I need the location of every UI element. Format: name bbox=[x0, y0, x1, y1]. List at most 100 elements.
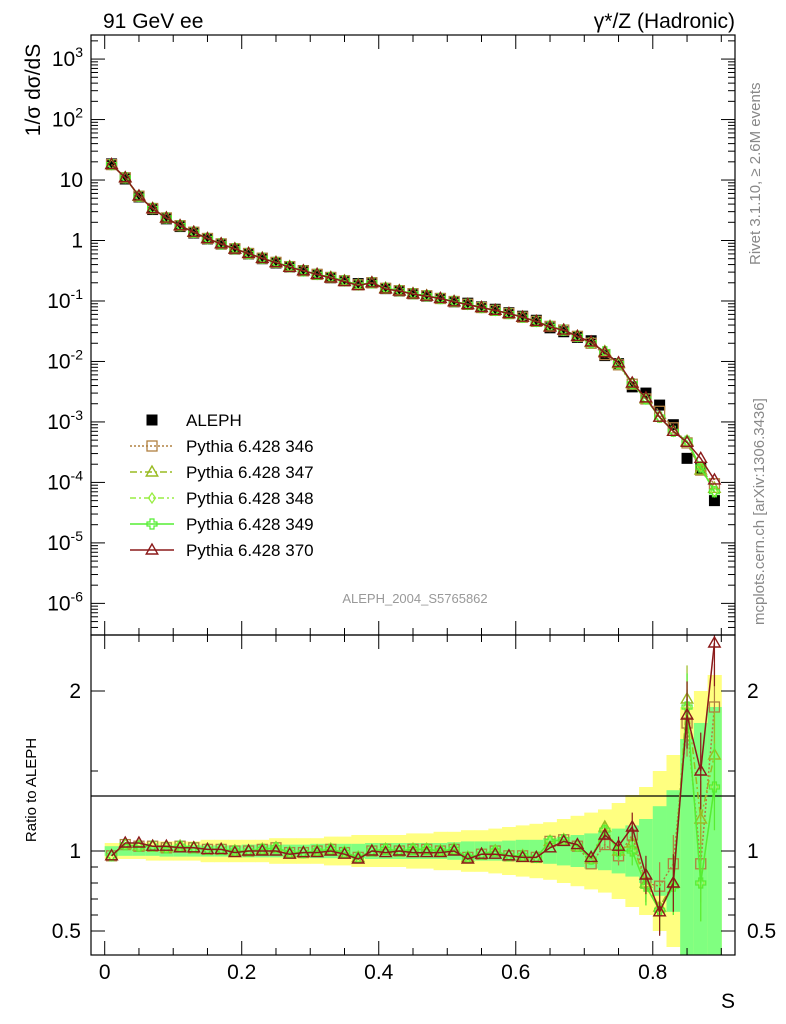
ratio-series-point bbox=[695, 877, 707, 889]
x-tick-label: 0.4 bbox=[364, 961, 394, 984]
ratio-series-point bbox=[407, 843, 419, 855]
ratio-series-point bbox=[118, 835, 133, 848]
mc-series-point bbox=[584, 334, 599, 347]
ratio-panel: 0.5 0.51 12 2 0 0.2 0.4 0.6 0.8 Ratio to ALEPH … bbox=[23, 634, 776, 1013]
mc-series-point bbox=[173, 218, 188, 231]
ratio-series-point bbox=[421, 843, 433, 855]
mc-series-point bbox=[351, 278, 366, 291]
y-tick-label: 10-2 bbox=[47, 346, 83, 373]
mc-series-point bbox=[447, 294, 462, 307]
mc-series-point bbox=[419, 288, 434, 301]
mc-series-point bbox=[695, 461, 707, 473]
ratio-series-point bbox=[597, 827, 612, 840]
mc-series-line bbox=[111, 164, 716, 481]
y-tick-label: 10-3 bbox=[47, 407, 83, 434]
ratio-series-point bbox=[270, 842, 282, 854]
mc-series-point bbox=[269, 255, 283, 268]
ratio-series-point bbox=[474, 846, 489, 859]
legend: ALEPH Pythia 6.428 346 Pythia 6.428 347 Pyt… bbox=[130, 411, 314, 560]
mc-series-point bbox=[666, 423, 681, 437]
y-tick-label: 1 bbox=[71, 230, 83, 253]
mc-series-point bbox=[556, 322, 571, 335]
ratio-uncertainty-bands bbox=[104, 675, 722, 955]
ratio-series-point bbox=[419, 845, 434, 858]
legend-marker bbox=[145, 542, 159, 555]
y-tick-label: 10-1 bbox=[47, 286, 83, 313]
mc-series-point bbox=[515, 309, 530, 322]
ratio-series-point bbox=[214, 841, 229, 855]
ratio-series-point bbox=[640, 880, 652, 892]
ratio-series bbox=[104, 635, 722, 936]
legend-label: Pythia 6.428 347 bbox=[186, 463, 314, 482]
ratio-series-point bbox=[638, 867, 653, 880]
ratio-series-point bbox=[159, 838, 174, 851]
ratio-series-point bbox=[501, 848, 516, 861]
mc-series-point bbox=[693, 450, 708, 464]
ratio-series-point bbox=[599, 824, 611, 836]
y-tick-label: 10-5 bbox=[47, 528, 83, 555]
ratio-inner-band bbox=[680, 739, 695, 955]
x-tick-label: 0.6 bbox=[501, 961, 530, 984]
ratio-series-point bbox=[131, 835, 146, 848]
ratio-series-point bbox=[186, 840, 201, 853]
y-tick-label: 10 bbox=[60, 169, 83, 192]
ratio-series-point bbox=[693, 763, 708, 776]
y-tick-label: 10-6 bbox=[47, 588, 83, 615]
header-left: 91 GeV ee bbox=[103, 10, 203, 33]
ratio-series-point bbox=[611, 838, 626, 851]
mc-series-point bbox=[680, 434, 695, 448]
x-tick-label: 0.8 bbox=[638, 961, 667, 984]
y-tick-label: 103 bbox=[52, 44, 83, 71]
mcplots-source-label: mcplots.cern.ch [arXiv:1306.3436] bbox=[751, 398, 768, 625]
mc-series-point bbox=[488, 302, 503, 316]
legend-marker-aleph bbox=[146, 414, 158, 426]
ratio-series-point bbox=[227, 845, 242, 858]
mc-series-point bbox=[378, 281, 393, 294]
mc-series-point bbox=[611, 355, 626, 368]
ratio-series-point bbox=[556, 833, 571, 847]
mc-series-point bbox=[638, 390, 653, 403]
ratio-series-point bbox=[585, 853, 597, 865]
analysis-id-label: ALEPH_2004_S5765862 bbox=[342, 591, 487, 606]
ratio-series-point bbox=[310, 845, 325, 858]
ratio-series-point bbox=[543, 840, 557, 853]
mc-series-point bbox=[708, 486, 721, 498]
mc-series-point bbox=[310, 267, 325, 280]
aleph-data-point bbox=[681, 452, 693, 464]
ratio-inner-band bbox=[118, 846, 133, 856]
ratio-y-axis-label: Ratio to ALEPH bbox=[23, 738, 40, 842]
ratio-y-tick-label: 0.5 bbox=[747, 920, 776, 943]
y-tick-label: 10-4 bbox=[47, 467, 83, 494]
ratio-series-line bbox=[111, 642, 716, 914]
legend-label: Pythia 6.428 348 bbox=[186, 489, 314, 508]
mc-series-point bbox=[529, 313, 544, 327]
ratio-y-tick-label: 1 bbox=[747, 840, 759, 863]
legend-marker bbox=[147, 491, 157, 505]
ratio-series-point bbox=[488, 846, 503, 859]
ratio-series-point bbox=[666, 875, 681, 888]
ratio-series-point bbox=[406, 845, 420, 858]
mc-series-point bbox=[625, 375, 640, 388]
x-tick-label: 0.2 bbox=[227, 961, 256, 984]
mc-series-point bbox=[118, 170, 133, 183]
ratio-series-point bbox=[515, 849, 530, 863]
ratio-series-point bbox=[241, 843, 256, 856]
ratio-y-axis: 0.5 0.5 1 1 2 2 bbox=[52, 680, 776, 943]
aleph-data-point bbox=[654, 399, 666, 411]
ratio-inner-band bbox=[652, 806, 667, 896]
ratio-series-point bbox=[680, 707, 695, 720]
legend-label: ALEPH bbox=[186, 411, 242, 430]
mc-series-point bbox=[570, 328, 585, 342]
x-axis-label: S bbox=[721, 990, 735, 1013]
ratio-series-point bbox=[173, 840, 188, 853]
ratio-series-point bbox=[652, 904, 667, 917]
mc-series-point bbox=[707, 472, 722, 485]
mc-series-point bbox=[104, 157, 119, 170]
mc-series-point bbox=[392, 283, 407, 296]
mc-series-point bbox=[131, 188, 146, 201]
legend-marker bbox=[146, 518, 158, 530]
ratio-series-point bbox=[667, 880, 679, 892]
ratio-series-point bbox=[145, 838, 160, 851]
legend-marker bbox=[146, 440, 158, 452]
